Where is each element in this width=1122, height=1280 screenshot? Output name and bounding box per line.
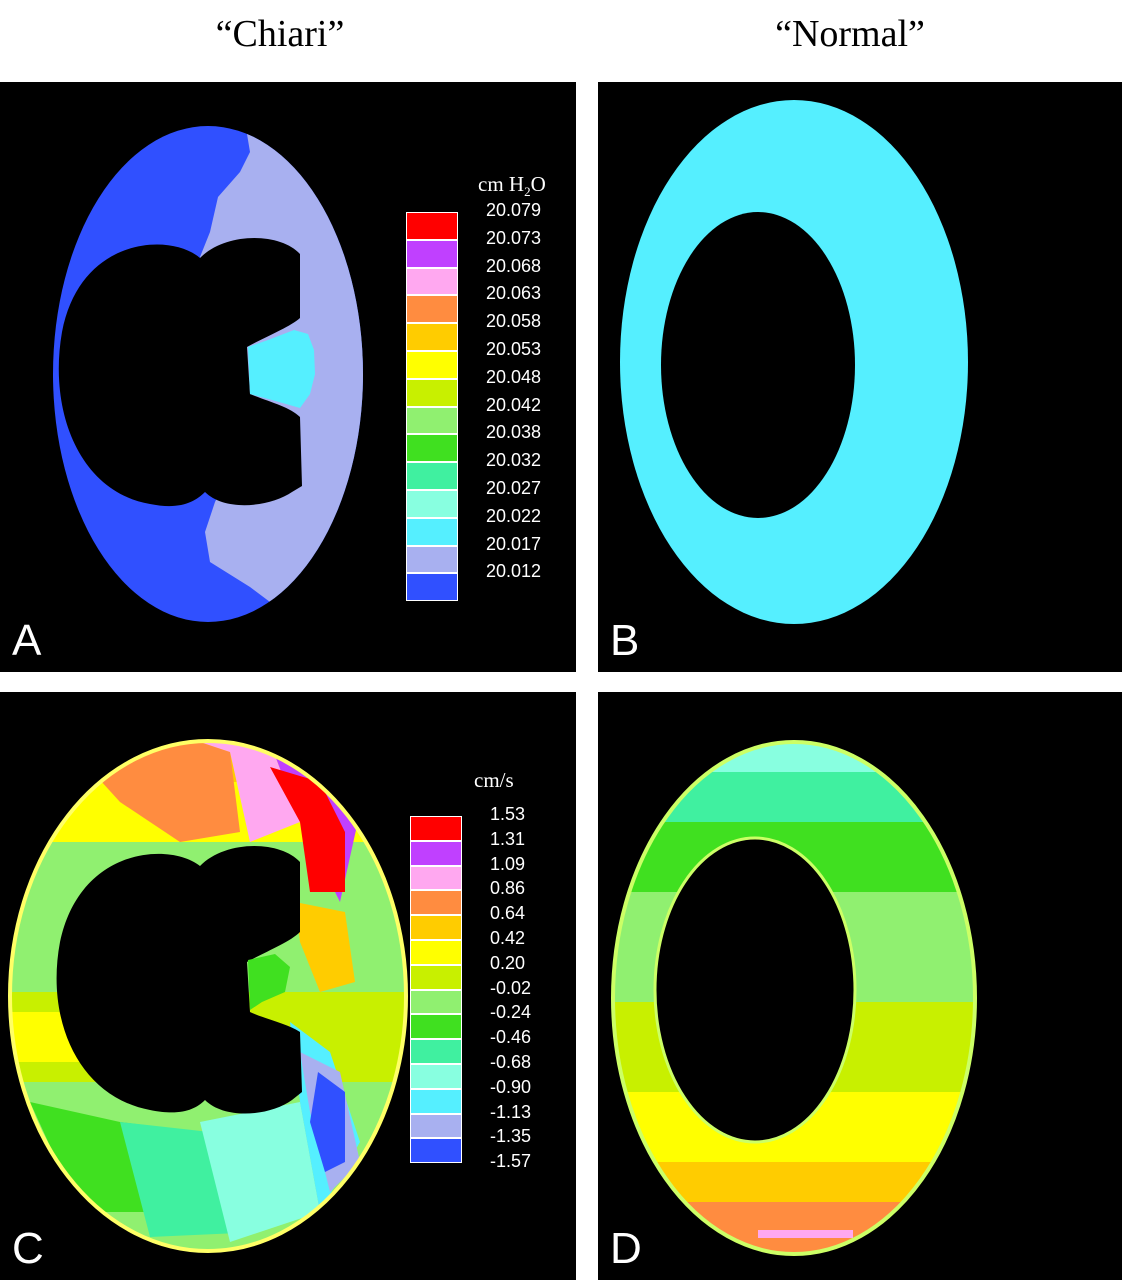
velocity-d-band-green [613, 822, 975, 892]
colorbar-tick-label: 20.022 [486, 505, 542, 526]
pressure-map-normal [620, 100, 968, 624]
colorbar-swatch [406, 573, 458, 602]
velocity-d-ring-outline [611, 740, 977, 1256]
colorbar-swatch [410, 1088, 462, 1114]
colorbar-tick-label: 20.053 [486, 339, 542, 359]
colorbar-swatch [406, 378, 458, 407]
colorbar-swatch [410, 1014, 462, 1040]
inner-hole-normal [661, 212, 855, 518]
colorbar-tick-label: 20.038 [486, 422, 542, 443]
velocity-ring-outline [8, 739, 408, 1253]
inner-hole-chiari-velocity [56, 845, 302, 1114]
colorbar-swatch [406, 351, 458, 379]
velocity-region-upper-pink [170, 741, 300, 842]
colorbar-tick-label: -0.68 [490, 1052, 532, 1072]
colorbar-swatch [406, 462, 458, 490]
panel-letter-a: A [12, 616, 42, 665]
velocity-unit-label: cm/s [474, 768, 514, 792]
colorbar-tick-label: 20.017 [486, 533, 542, 554]
colorbar-tick-label: 20.012 [486, 561, 542, 582]
colorbar-tick-label: 20.042 [486, 394, 542, 415]
colorbar-swatch [406, 212, 458, 240]
colorbar-tick-label: 20.027 [486, 478, 542, 498]
panel-b-normal-pressure: B [598, 82, 1122, 672]
colorbar-tick-label: 20.032 [486, 450, 542, 471]
colorbar-tick-label: -1.13 [490, 1101, 532, 1122]
colorbar-swatch [410, 1064, 462, 1089]
colorbar-swatch [406, 267, 458, 296]
velocity-map-chiari [8, 739, 408, 1253]
colorbar-swatch [410, 1039, 462, 1064]
panel-letter-c: C [12, 1224, 44, 1273]
colorbar-swatch [410, 915, 462, 940]
colorbar-tick-label: 20.048 [486, 366, 542, 387]
velocity-region-lower-aqua [200, 1102, 320, 1242]
pressure-unit-label: cm H2O [478, 172, 546, 200]
colorbar-tick-label: 20.063 [486, 283, 542, 304]
colorbar-tick-label: -1.35 [490, 1126, 532, 1147]
velocity-d-band-yellow [613, 1092, 975, 1162]
colorbar-tick-label: 0.20 [490, 952, 526, 973]
velocity-d-band-gold [613, 1162, 975, 1202]
inner-hole-chiari [58, 237, 303, 507]
velocity-map-normal [611, 740, 977, 1256]
colorbar-swatch [410, 989, 462, 1015]
colorbar-tick-label: 0.86 [490, 878, 526, 899]
column-title-chiari: “Chiari” [215, 13, 345, 55]
colorbar-swatch [406, 545, 458, 574]
velocity-region-shelf-orange [295, 902, 355, 992]
pressure-map-chiari [53, 126, 363, 622]
colorbar-tick-label: 0.42 [490, 928, 526, 948]
colorbar-swatch [406, 490, 458, 518]
colorbar-swatch [410, 865, 462, 891]
colorbar-swatch [406, 323, 458, 351]
colorbar-swatch [406, 295, 458, 324]
colorbar-swatch [410, 816, 462, 841]
colorbar-tick-label: 1.31 [490, 828, 526, 849]
inner-hole-normal-velocity [653, 836, 857, 1144]
pressure-region-local [248, 330, 315, 408]
colorbar-tick-label: 20.079 [486, 200, 542, 220]
colorbar-tick-label: -0.02 [490, 977, 532, 998]
panel-d-normal-velocity: D [598, 692, 1122, 1280]
colorbar-tick-label: 0.64 [490, 903, 526, 924]
panel-a-chiari-pressure: cm H2O 20.079 20.073 20.068 20.063 20.058 20.… [0, 82, 576, 672]
colorbar-swatch [410, 1138, 462, 1164]
velocity-region-shelf-green [248, 954, 290, 1010]
velocity-d-peak-pink [758, 1230, 853, 1238]
colorbar-swatch [406, 517, 458, 546]
colorbar-tick-label: 20.058 [486, 311, 542, 332]
colorbar-swatch [410, 964, 462, 990]
colorbar-tick-label: 1.09 [490, 853, 526, 874]
colorbar-tick-label: 1.53 [490, 804, 526, 824]
panel-c-chiari-velocity: cm/s 1.53 1.31 1.09 0.86 0.64 0.42 0.20 -0.02 -0… [0, 692, 576, 1280]
velocity-region-peak [270, 767, 345, 892]
colorbar-swatch [410, 1113, 462, 1139]
colorbar-swatch [406, 239, 458, 268]
panel-letter-d: D [610, 1224, 642, 1273]
colorbar-tick-label: 20.068 [486, 255, 542, 276]
colorbar-swatch [410, 940, 462, 965]
velocity-d-band-orange [613, 1202, 975, 1254]
colorbar-swatch [406, 406, 458, 435]
colorbar-swatch [406, 434, 458, 463]
colorbar-tick-label: -0.46 [490, 1027, 532, 1048]
colorbar-tick-label: -0.90 [490, 1076, 532, 1097]
panel-letter-b: B [610, 616, 640, 665]
colorbar-tick-label: -0.24 [490, 1002, 532, 1023]
colorbar-tick-label: 20.073 [486, 227, 542, 248]
colorbar-swatch [410, 890, 462, 916]
colorbar-tick-label: -1.57 [490, 1151, 532, 1172]
velocity-region-minimum [310, 1072, 345, 1172]
column-title-normal: “Normal” [775, 13, 925, 55]
colorbar-swatch [410, 840, 462, 866]
